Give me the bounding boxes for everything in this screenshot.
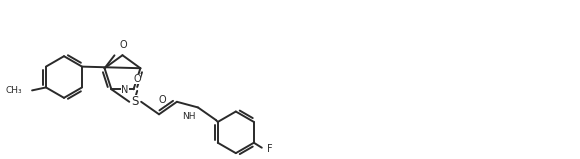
Text: N: N: [121, 85, 129, 95]
Text: S: S: [132, 95, 139, 108]
Text: CH₃: CH₃: [6, 86, 22, 95]
Text: O: O: [133, 74, 141, 84]
Text: O: O: [158, 94, 166, 104]
Text: F: F: [267, 144, 273, 154]
Text: O: O: [119, 40, 127, 50]
Text: NH: NH: [182, 112, 195, 121]
